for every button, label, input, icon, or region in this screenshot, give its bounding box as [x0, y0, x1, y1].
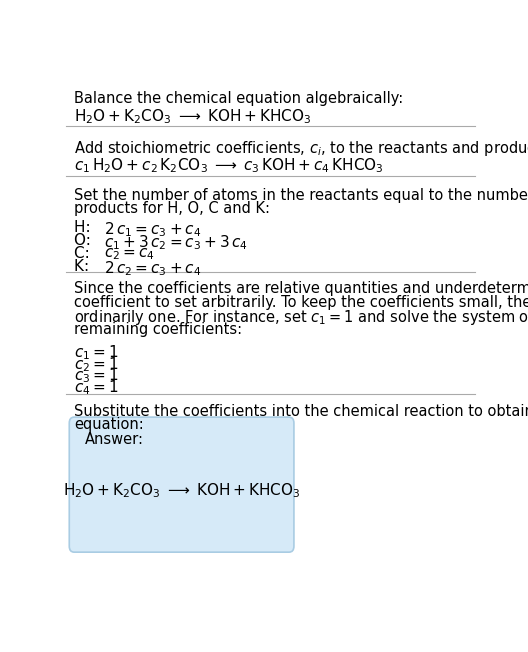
- Text: H:: H:: [74, 220, 106, 235]
- Text: $c_2 = c_4$: $c_2 = c_4$: [103, 246, 155, 261]
- Text: $\mathrm{H_2O + K_2CO_3 \;\longrightarrow\; KOH + KHCO_3}$: $\mathrm{H_2O + K_2CO_3 \;\longrightarro…: [74, 108, 312, 126]
- Text: $2\,c_2 = c_3 + c_4$: $2\,c_2 = c_3 + c_4$: [103, 259, 201, 278]
- Text: Substitute the coefficients into the chemical reaction to obtain the balanced: Substitute the coefficients into the che…: [74, 404, 528, 419]
- Text: C:: C:: [74, 246, 105, 261]
- Text: K:: K:: [74, 259, 104, 274]
- Text: Answer:: Answer:: [84, 432, 144, 447]
- FancyBboxPatch shape: [69, 417, 294, 552]
- Text: O:: O:: [74, 233, 106, 248]
- Text: products for H, O, C and K:: products for H, O, C and K:: [74, 201, 270, 216]
- Text: Balance the chemical equation algebraically:: Balance the chemical equation algebraica…: [74, 91, 403, 106]
- Text: $\mathrm{H_2O + K_2CO_3 \;\longrightarrow\; KOH + KHCO_3}$: $\mathrm{H_2O + K_2CO_3 \;\longrightarro…: [63, 481, 300, 499]
- Text: $2\,c_1 = c_3 + c_4$: $2\,c_1 = c_3 + c_4$: [103, 220, 201, 239]
- Text: Set the number of atoms in the reactants equal to the number of atoms in the: Set the number of atoms in the reactants…: [74, 188, 528, 203]
- Text: $c_3 = 1$: $c_3 = 1$: [74, 366, 119, 385]
- Text: coefficient to set arbitrarily. To keep the coefficients small, the arbitrary va: coefficient to set arbitrarily. To keep …: [74, 295, 528, 310]
- Text: $c_1\,\mathrm{H_2O} + c_2\,\mathrm{K_2CO_3} \;\longrightarrow\; c_3\,\mathrm{KOH: $c_1\,\mathrm{H_2O} + c_2\,\mathrm{K_2CO…: [74, 156, 384, 175]
- Text: Add stoichiometric coefficients, $c_i$, to the reactants and products:: Add stoichiometric coefficients, $c_i$, …: [74, 140, 528, 158]
- Text: $c_1 = 1$: $c_1 = 1$: [74, 344, 119, 362]
- Text: equation:: equation:: [74, 417, 144, 432]
- Text: ordinarily one. For instance, set $c_1 = 1$ and solve the system of equations fo: ordinarily one. For instance, set $c_1 =…: [74, 308, 528, 327]
- Text: $c_4 = 1$: $c_4 = 1$: [74, 378, 119, 396]
- Text: $c_1 + 3\,c_2 = c_3 + 3\,c_4$: $c_1 + 3\,c_2 = c_3 + 3\,c_4$: [103, 233, 248, 252]
- Text: $c_2 = 1$: $c_2 = 1$: [74, 355, 119, 374]
- Text: Since the coefficients are relative quantities and underdetermined, choose a: Since the coefficients are relative quan…: [74, 281, 528, 296]
- Text: remaining coefficients:: remaining coefficients:: [74, 321, 242, 336]
